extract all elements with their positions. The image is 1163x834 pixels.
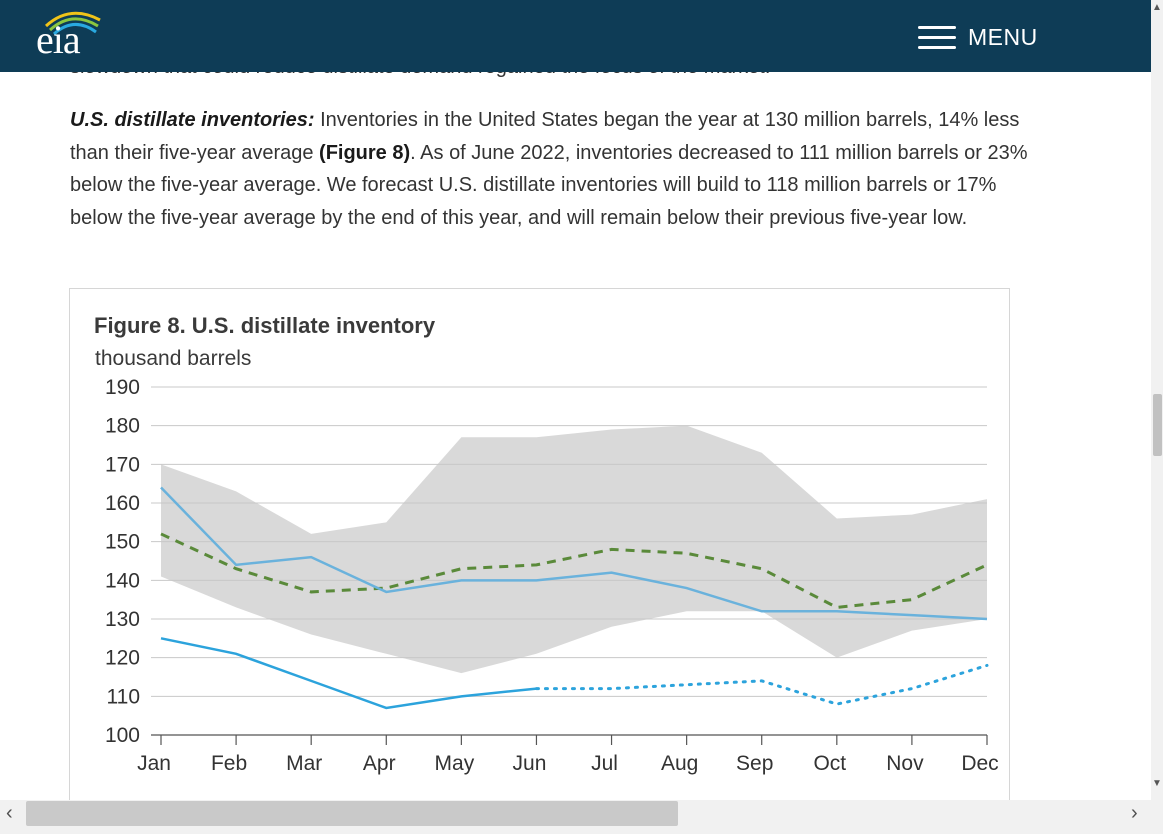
logo-swoosh-icon [44, 11, 101, 36]
y-tick-label-140: 140 [105, 569, 140, 592]
x-tick-label-jan: Jan [137, 752, 171, 775]
x-tick-label-feb: Feb [211, 752, 247, 775]
site-header: eia MENU [0, 0, 1151, 72]
y-tick-label-160: 160 [105, 492, 140, 515]
x-tick-label-oct: Oct [813, 752, 846, 775]
hamburger-icon [918, 25, 956, 50]
menu-label: MENU [968, 24, 1038, 50]
scroll-up-arrow-icon[interactable]: ▲ [1152, 2, 1162, 13]
scroll-right-arrow-icon[interactable]: › [1131, 802, 1138, 824]
x-tick-label-may: May [435, 752, 475, 775]
y-tick-label-130: 130 [105, 608, 140, 631]
vertical-scroll-thumb[interactable] [1153, 394, 1162, 456]
y-tick-label-120: 120 [105, 647, 140, 670]
y-tick-label-150: 150 [105, 531, 140, 554]
x-tick-label-nov: Nov [886, 752, 924, 775]
y-tick-label-110: 110 [107, 685, 140, 708]
horizontal-scroll-thumb[interactable] [26, 801, 678, 826]
eia-logo[interactable]: eia [34, 6, 106, 62]
paragraph-lead: U.S. distillate inventories: [70, 109, 315, 131]
series-line-dotted [534, 663, 989, 706]
x-tick-label-jul: Jul [591, 752, 618, 775]
x-tick-label-mar: Mar [286, 752, 322, 775]
x-tick-label-dec: Dec [961, 752, 998, 775]
x-tick-label-apr: Apr [363, 752, 396, 775]
figure-8-chart: Figure 8. U.S. distillate inventory thou… [69, 288, 1010, 809]
paragraph-text-2: . As of June 2022, inventories decreased… [70, 141, 1028, 229]
logo-text: eia [36, 17, 81, 62]
x-tick-label-aug: Aug [661, 752, 698, 775]
chart-svg: 100 110 120 130 140 150 160 170 180 190 Jan Feb Mar A… [105, 376, 999, 775]
y-tick-label-100: 100 [105, 724, 140, 747]
y-tick-label-180: 180 [105, 415, 140, 438]
scroll-left-arrow-icon[interactable]: ‹ [6, 802, 13, 824]
paragraph-text-1: Inventories in the United States began t… [70, 109, 1020, 164]
article-paragraph: U.S. distillate inventories: Inventories… [70, 104, 1050, 234]
y-tick-label-170: 170 [105, 453, 140, 476]
scroll-down-arrow-icon[interactable]: ▼ [1152, 778, 1162, 789]
chart-title: Figure 8. U.S. distillate inventory [94, 313, 436, 338]
menu-button[interactable]: MENU [918, 24, 1038, 51]
x-tick-label-jun: Jun [513, 752, 547, 775]
chart-y-unit-label: thousand barrels [95, 347, 252, 370]
figure-reference: (Figure 8) [319, 141, 411, 164]
x-tick-label-sep: Sep [736, 752, 773, 775]
y-tick-label-190: 190 [105, 376, 140, 399]
series-line-dashed [160, 532, 988, 609]
series-line-solid-light [160, 486, 988, 621]
five-year-range-band [161, 425, 987, 674]
series-line-solid [160, 637, 537, 710]
